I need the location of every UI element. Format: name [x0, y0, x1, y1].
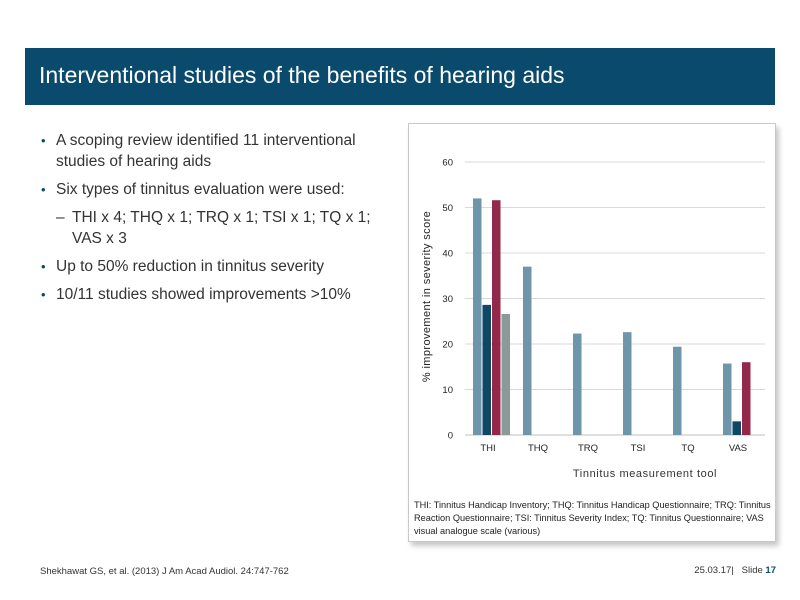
footer-slide-label: Slide — [741, 565, 763, 576]
bar — [482, 304, 491, 435]
y-tick-label: 0 — [448, 431, 453, 442]
dash-icon: – — [56, 209, 65, 226]
y-axis-title: % improvement in severity score — [421, 211, 433, 382]
bar — [473, 198, 482, 435]
bar — [732, 421, 741, 435]
slide-number: 17 — [765, 565, 776, 576]
bullet-item: • Up to 50% reduction in tinnitus severit… — [40, 256, 400, 277]
bar-chart: 0 10 20 30 40 50 60 THI THQ TRQ TSI TQ VAS Tinnitus m… — [421, 158, 765, 480]
bullet-text: A scoping review identified 11 intervent… — [56, 132, 356, 170]
x-tick-label: TSI — [631, 443, 646, 454]
slide-title: Interventional studies of the benefits o… — [39, 62, 565, 88]
bullet-item: • 10/11 studies showed improvements >10% — [40, 284, 400, 305]
citation: Shekhawat GS, et al. (2013) J Am Acad Au… — [40, 566, 289, 577]
x-tick-label: THI — [480, 443, 495, 454]
title-bar: Interventional studies of the benefits o… — [25, 48, 775, 105]
bullet-dot-icon: • — [41, 133, 46, 148]
x-tick-label: TRQ — [578, 443, 598, 454]
y-tick-label: 60 — [442, 158, 453, 169]
footer-date: 25.03.17 — [694, 565, 732, 576]
y-tick-label: 30 — [442, 294, 453, 305]
bar — [523, 266, 532, 435]
x-tick-label: THQ — [528, 443, 548, 454]
y-tick-label: 50 — [442, 203, 453, 214]
bar — [573, 333, 582, 435]
x-axis-title: Tinnitus measurement tool — [573, 468, 717, 480]
chart-caption: THI: Tinnitus Handicap Inventory; THQ: T… — [414, 500, 771, 536]
sub-bullet-text: THI x 4; THQ x 1; TRQ x 1; TSI x 1; TQ x… — [72, 209, 371, 247]
slide-footer: 25.03.17| Slide 17 — [694, 565, 776, 576]
y-tick-label: 20 — [442, 340, 453, 351]
bar — [723, 363, 732, 435]
chart-panel: 0 10 20 30 40 50 60 THI THQ TRQ TSI TQ VAS Tinnitus m… — [408, 123, 776, 542]
sub-bullet-item: – THI x 4; THQ x 1; TRQ x 1; TSI x 1; TQ … — [40, 207, 400, 249]
bullet-dot-icon: • — [41, 287, 46, 302]
bullet-text: Six types of tinnitus evaluation were us… — [56, 181, 345, 198]
bullet-item: • A scoping review identified 11 interven… — [40, 130, 400, 172]
bullet-text: 10/11 studies showed improvements >10% — [56, 286, 351, 303]
bullet-dot-icon: • — [41, 259, 46, 274]
y-tick-label: 40 — [442, 249, 453, 260]
bullet-item: • Six types of tinnitus evaluation were u… — [40, 179, 400, 200]
footer-divider: | — [731, 565, 734, 576]
bullet-list: • A scoping review identified 11 interven… — [40, 130, 400, 312]
bullet-text: Up to 50% reduction in tinnitus severity — [56, 258, 324, 275]
bar — [623, 332, 632, 435]
x-tick-label: VAS — [729, 443, 747, 454]
bar — [673, 346, 682, 435]
bar — [501, 313, 510, 435]
bar — [742, 362, 751, 435]
y-tick-label: 10 — [442, 385, 453, 396]
bar — [492, 200, 501, 435]
x-tick-label: TQ — [681, 443, 694, 454]
bullet-dot-icon: • — [41, 182, 46, 197]
